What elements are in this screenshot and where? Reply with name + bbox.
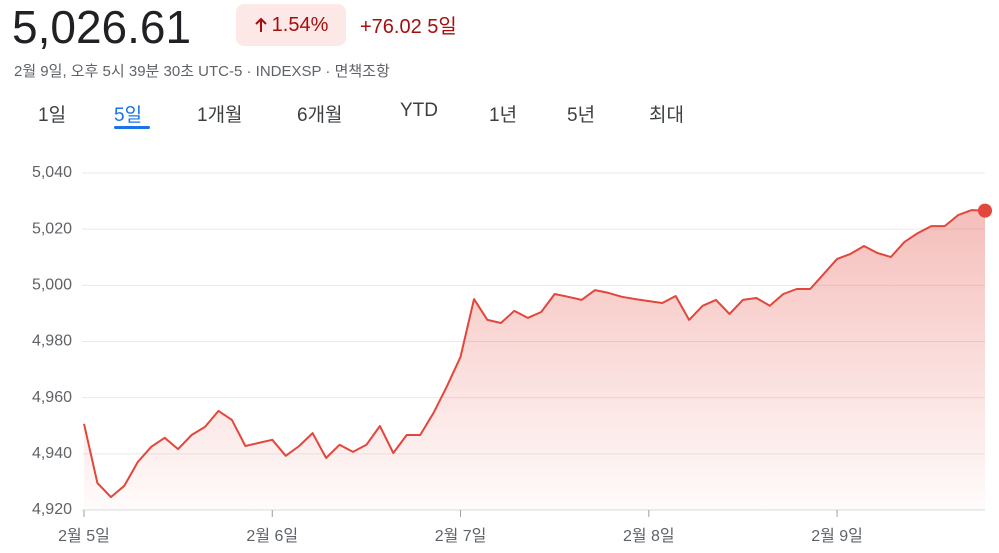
y-tick-label: 5,020 <box>32 220 72 237</box>
range-tab[interactable]: 6개월 <box>297 105 343 126</box>
active-underline <box>114 126 150 129</box>
x-tick-label: 2월 7일 <box>435 527 487 545</box>
area <box>84 210 985 510</box>
change-percent: 1.54% <box>271 13 329 36</box>
y-tick-label: 5,040 <box>32 164 72 181</box>
subtitle: 2월 9일, 오후 5시 39분 30초 UTC-5 · INDEXSP · 면… <box>14 63 390 80</box>
x-tick-label: 2월 8일 <box>623 527 675 545</box>
up-arrow <box>254 17 267 32</box>
y-tick-label: 4,980 <box>32 333 72 350</box>
y-tick-label: 4,940 <box>32 445 72 462</box>
range-tab[interactable]: YTD <box>400 100 438 121</box>
last-point <box>978 203 992 218</box>
change-badge: 1.54% <box>236 4 346 46</box>
x-tick-label: 2월 6일 <box>246 527 298 545</box>
y-tick-label: 4,960 <box>32 389 72 406</box>
range-tab[interactable]: 1개월 <box>197 105 243 126</box>
range-tab[interactable]: 1년 <box>489 105 518 126</box>
price-line <box>83 209 986 499</box>
y-tick-label: 5,000 <box>32 277 72 294</box>
range-tab[interactable]: 5일 <box>114 105 143 126</box>
price: 5,026.61 <box>12 1 192 53</box>
range-tab[interactable]: 5년 <box>567 105 596 126</box>
x-tick-label: 2월 5일 <box>58 527 110 545</box>
range-tab[interactable]: 최대 <box>649 105 684 126</box>
x-tick-label: 2월 9일 <box>811 527 863 545</box>
change: +76.02 5일 <box>360 16 457 38</box>
range-tab[interactable]: 1일 <box>38 105 67 126</box>
y-tick-label: 4,920 <box>32 501 72 518</box>
